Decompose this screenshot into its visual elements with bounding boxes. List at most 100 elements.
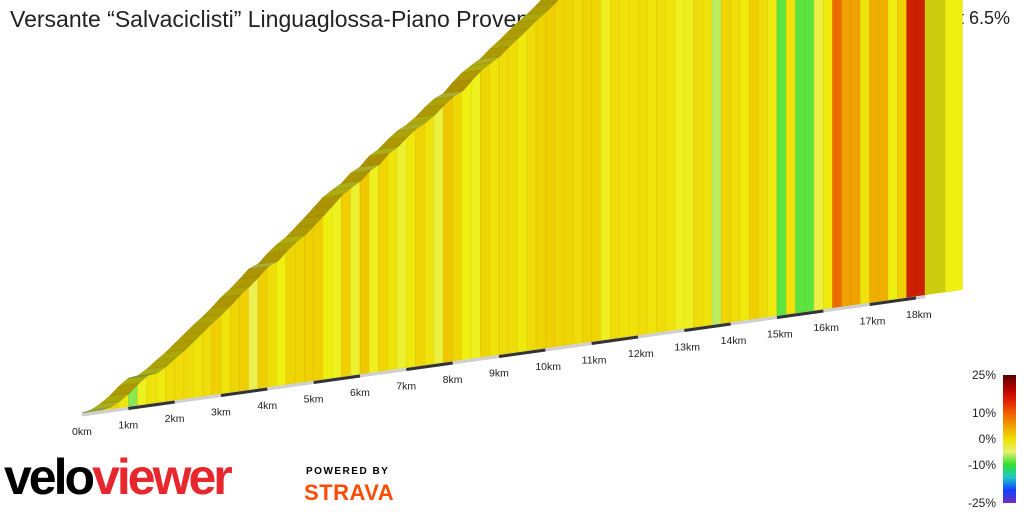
gradient-segment: [554, 0, 565, 348]
gradient-segment: [823, 0, 833, 310]
gradient-segment: [693, 0, 704, 328]
gradient-segment: [480, 48, 491, 358]
km-band: [498, 348, 546, 358]
gradient-segment: [443, 81, 453, 363]
km-band: [591, 335, 639, 345]
gradient-segment: [674, 0, 685, 331]
gradient-segment: [498, 30, 509, 355]
gradient-segment: [619, 0, 630, 338]
gradient-segment: [841, 0, 852, 307]
gradient-segment: [489, 40, 500, 357]
legend-label: -25%: [967, 496, 996, 510]
distance-tick-label: 3km: [211, 407, 231, 419]
gradient-segment: [433, 92, 444, 364]
logo-velo: velo: [4, 449, 95, 505]
gradient-segment: [804, 0, 815, 312]
gradient-segment: [767, 0, 778, 318]
gradient-segment: [813, 0, 824, 311]
gradient-segment: [878, 0, 889, 302]
gradient-segment: [294, 217, 305, 384]
gradient-segment: [776, 0, 787, 316]
gradient-segment-top: [535, 0, 559, 6]
distance-tick-label: 0km: [72, 426, 92, 438]
gradient-segment: [702, 0, 713, 327]
gradient-segment: [684, 0, 694, 329]
distance-tick-label: 12km: [628, 348, 654, 360]
gradient-segment: [331, 182, 342, 379]
legend-label: 10%: [971, 406, 996, 421]
distance-tick-labels: 0km 1km 2km 3km 4km 5km 6km 7km 8km 9km 10km 11km 12…: [72, 309, 932, 438]
gradient-segment: [452, 72, 463, 362]
profile-end-cap: [925, 0, 946, 295]
gradient-segment: [535, 0, 546, 350]
profile-top-faces: [81, 0, 946, 414]
gradient-color-legend: [1003, 375, 1016, 503]
gradient-segment: [461, 64, 472, 361]
distance-tick-label: 4km: [257, 400, 277, 412]
distance-tick-label: 10km: [535, 361, 561, 373]
gradient-segment: [424, 98, 435, 366]
gradient-segment: [721, 0, 731, 324]
gradient-segment: [387, 130, 398, 371]
gradient-segment: [795, 0, 806, 314]
gradient-segment: [860, 0, 870, 305]
gradient-segment: [322, 189, 333, 380]
distance-tick-label: 16km: [813, 322, 839, 334]
km-band: [313, 374, 361, 384]
gradient-segment: [470, 58, 481, 359]
distance-tick-label: 11km: [582, 355, 607, 367]
gradient-segment: [582, 0, 592, 344]
distance-tick-label: 7km: [396, 381, 416, 393]
gradient-segment: [285, 226, 296, 385]
distance-tick-label: 18km: [906, 309, 932, 321]
gradient-segment: [869, 0, 880, 303]
km-band: [128, 400, 175, 410]
page-title: Versante “Salvaciclisti” Linguaglossa-Pi…: [10, 6, 579, 32]
gradient-segment: [600, 0, 611, 341]
gradient-segment: [350, 166, 361, 376]
gradient-segment: [563, 0, 574, 346]
distance-tick-label: 13km: [674, 342, 700, 354]
gradient-segment: [897, 0, 908, 299]
distance-tick-label: 2km: [165, 413, 185, 425]
strava-logo: STRAVA: [304, 480, 395, 505]
gradient-segment: [545, 0, 555, 349]
gradient-segment: [739, 0, 750, 322]
gradient-segment: [359, 155, 370, 375]
profile-front-faces: [81, 0, 963, 414]
powered-by-label: POWERED BY: [306, 466, 390, 477]
legend-label: 25%: [971, 368, 996, 382]
km-band: [684, 322, 731, 332]
gradient-segment: [415, 106, 426, 367]
gradient-segment: [507, 21, 518, 354]
distance-tick-label: 8km: [443, 374, 463, 386]
gradient-segment: [785, 0, 796, 315]
gradient-segment: [656, 0, 667, 333]
gradient-segment: [637, 0, 648, 336]
gradient-segment: [341, 172, 352, 377]
gradient-segment: [730, 0, 741, 323]
veloviewer-logo: veloviewer: [4, 449, 233, 505]
distance-tick-label: 14km: [721, 335, 747, 347]
gradient-segment: [646, 0, 657, 335]
distance-tick-label: 15km: [767, 329, 793, 341]
gradient-segment: [526, 4, 537, 351]
km-band: [406, 361, 453, 371]
logo-viewer: viewer: [92, 449, 233, 505]
legend-label: 0%: [978, 432, 996, 446]
gradient-segment: [378, 138, 389, 372]
gradient-segment: [572, 0, 583, 345]
gradient-segment: [906, 0, 917, 298]
gradient-segment: [591, 0, 602, 342]
distance-tick-label: 9km: [489, 368, 509, 380]
gradient-segment: [368, 148, 379, 374]
gradient-segment: [406, 116, 416, 368]
gradient-segment: [748, 0, 759, 320]
gradient-segment: [832, 0, 843, 309]
profile-base-lines: [81, 295, 926, 417]
gradient-segment: [517, 13, 528, 353]
km-band: [869, 296, 917, 306]
km-band: [776, 309, 824, 319]
km-band: [220, 387, 268, 397]
